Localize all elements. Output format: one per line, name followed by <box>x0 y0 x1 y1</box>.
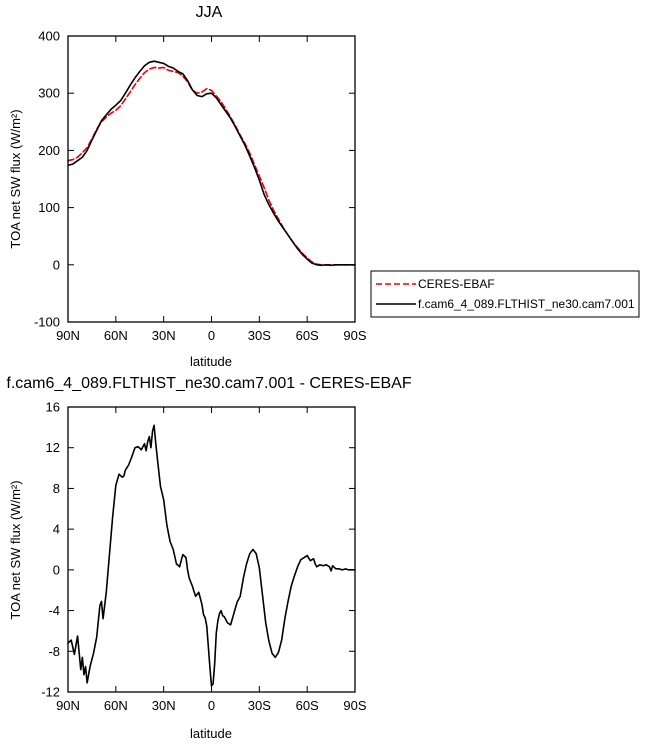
top-plot-frame <box>67 35 356 323</box>
bottom-y-tick-label: 16 <box>46 400 60 415</box>
top-panel: JJA 90N 60N 30N 0 30S 60S 90S -100 0 100 200 300 40… <box>8 4 367 369</box>
top-y-tick-label: 200 <box>38 143 60 158</box>
bottom-y-tick-label: 12 <box>46 440 60 455</box>
bottom-y-axis-label: TOA net SW flux (W/m²) <box>8 480 23 619</box>
bottom-y-tick-label: 8 <box>53 481 60 496</box>
top-y-ticks: -100 0 100 200 300 400 <box>34 29 355 330</box>
bottom-y-tick-label: -4 <box>48 603 60 618</box>
top-x-tick-label: 60S <box>296 328 319 343</box>
bottom-panel: f.cam6_4_089.FLTHIST_ne30.cam7.001 - CER… <box>6 375 411 741</box>
top-x-tick-label: 30N <box>152 328 176 343</box>
legend-entry-ceres: CERES-EBAF <box>418 277 495 291</box>
top-y-tick-label: 300 <box>38 86 60 101</box>
top-x-tick-label: 30S <box>248 328 271 343</box>
top-plot-area <box>67 60 356 267</box>
bottom-plot-frame <box>67 406 356 693</box>
legend-box <box>370 270 640 318</box>
bottom-x-tick-label: 30S <box>248 698 271 713</box>
bottom-plot-area <box>67 424 356 687</box>
top-x-tick-label: 90N <box>56 328 80 343</box>
bottom-x-tick-label: 90S <box>343 698 366 713</box>
bottom-x-tick-label: 60N <box>104 698 128 713</box>
top-x-tick-label: 60N <box>104 328 128 343</box>
bottom-x-tick-label: 0 <box>208 698 215 713</box>
top-y-tick-label: -100 <box>34 315 60 330</box>
top-y-tick-label: 100 <box>38 200 60 215</box>
top-x-ticks: 90N 60N 30N 0 30S 60S 90S <box>56 36 367 343</box>
bottom-y-tick-label: -8 <box>48 644 60 659</box>
top-plot-title: JJA <box>196 4 223 21</box>
top-series-line-f-cam6-4-089-flthist-ne30-cam7-001 <box>67 60 356 267</box>
bottom-y-tick-label: 0 <box>53 562 60 577</box>
bottom-y-tick-label: 4 <box>53 522 60 537</box>
bottom-x-tick-label: 30N <box>152 698 176 713</box>
bottom-x-axis-label: latitude <box>190 726 232 741</box>
top-x-tick-label: 90S <box>343 328 366 343</box>
bottom-x-tick-label: 90N <box>56 698 80 713</box>
top-x-tick-label: 0 <box>208 328 215 343</box>
top-y-tick-label: 0 <box>53 257 60 272</box>
bottom-x-ticks: 90N 60N 30N 0 30S 60S 90S <box>56 407 367 713</box>
top-series-line-ceres-ebaf <box>67 66 356 266</box>
top-y-tick-label: 400 <box>38 29 60 44</box>
legend: CERES-EBAF f.cam6_4_089.FLTHIST_ne30.cam… <box>370 270 640 318</box>
bottom-y-tick-label: -12 <box>41 685 60 700</box>
top-x-axis-label: latitude <box>190 354 232 369</box>
bottom-plot-title: f.cam6_4_089.FLTHIST_ne30.cam7.001 - CER… <box>6 375 411 392</box>
bottom-series-line-0 <box>67 424 356 687</box>
bottom-x-tick-label: 60S <box>296 698 319 713</box>
top-y-axis-label: TOA net SW flux (W/m²) <box>8 109 23 248</box>
legend-entry-model: f.cam6_4_089.FLTHIST_ne30.cam7.001 <box>418 297 635 311</box>
bottom-y-ticks: -12 -8 -4 0 4 8 12 16 <box>41 400 355 700</box>
